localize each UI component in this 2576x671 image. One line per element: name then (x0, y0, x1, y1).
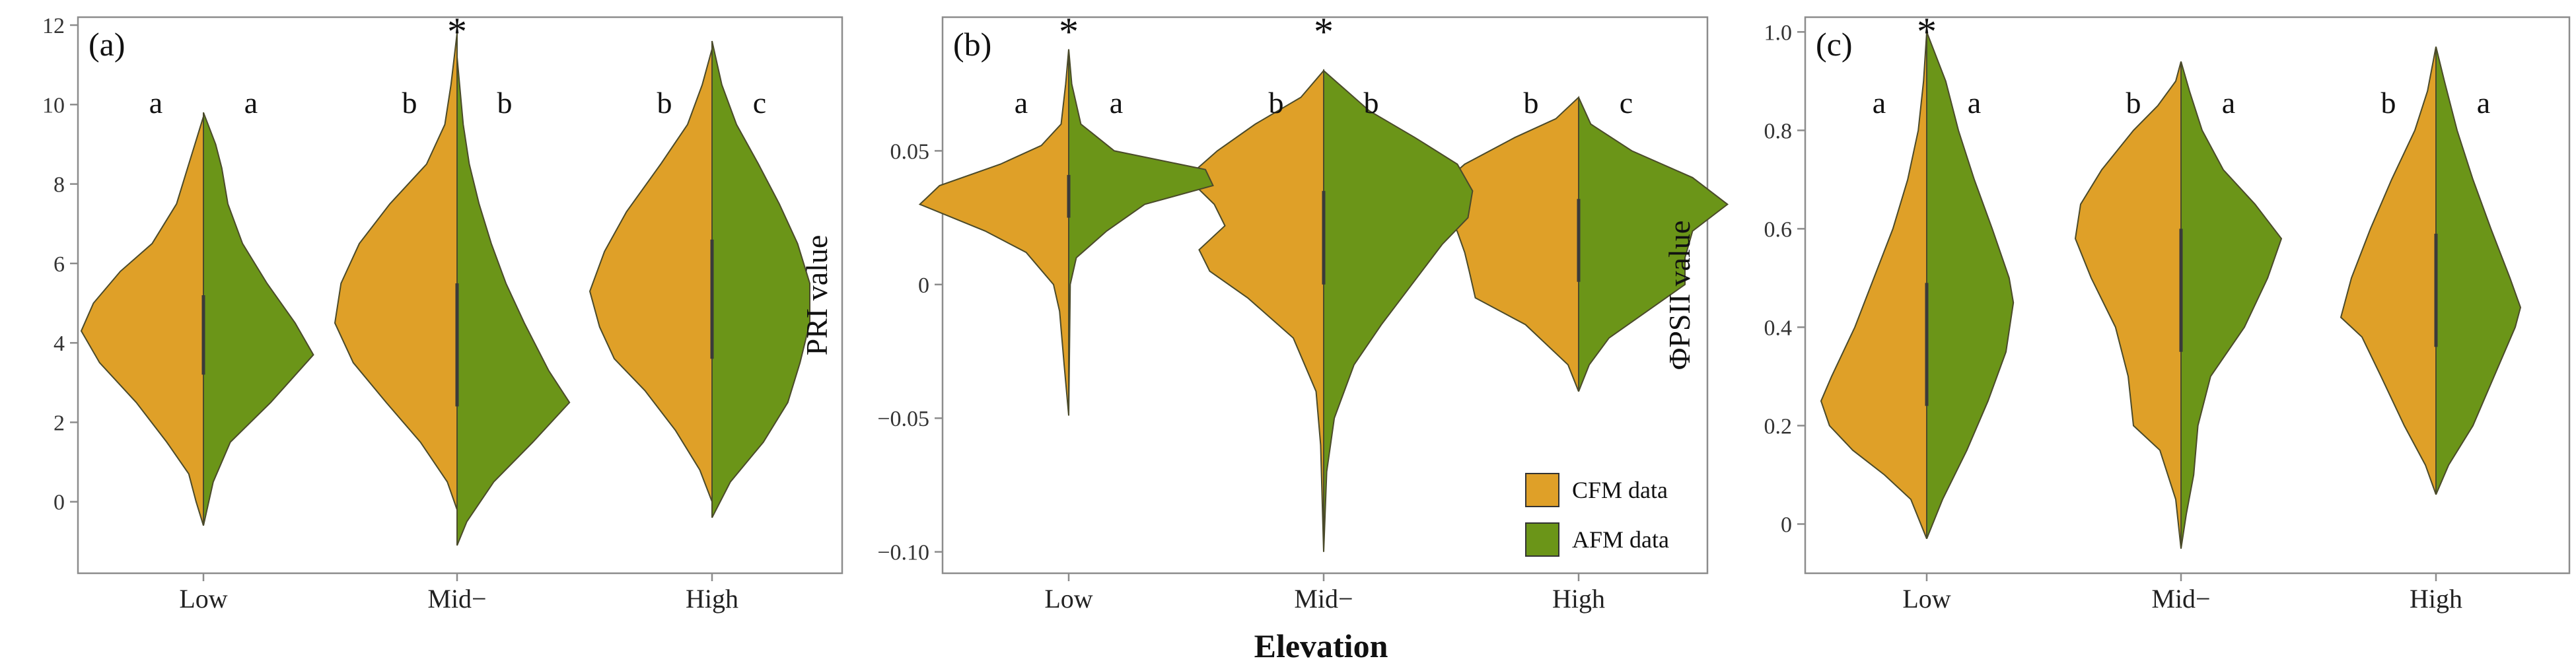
violin-cfm-data-mid (1186, 69, 1324, 552)
y-tick-label: 0.2 (1764, 414, 1793, 439)
significance-letter: c (1620, 86, 1633, 120)
violin-cfm-data-high (1433, 96, 1579, 392)
y-tick-label: 4 (54, 332, 65, 356)
violin-afm-data-high (1578, 96, 1729, 392)
violin-afm-data-low (203, 112, 314, 526)
x-tick-label-mid: Mid− (1294, 584, 1353, 614)
x-tick-label-mid: Mid− (2151, 584, 2210, 614)
significance-letter: b (2381, 86, 2396, 120)
significance-letter: a (149, 86, 162, 120)
y-tick-label: 8 (54, 173, 65, 197)
plot-frame (77, 16, 843, 575)
violin-afm-data-mid (1323, 69, 1474, 552)
significance-star: * (1314, 10, 1334, 53)
significance-letter: a (2222, 86, 2235, 120)
x-tick-label-low: Low (1044, 584, 1092, 614)
y-tick-label: 10 (42, 93, 65, 118)
violin-cfm-data-low (918, 49, 1069, 416)
plot-frame (941, 16, 1709, 575)
y-tick-label: 0 (918, 273, 929, 298)
significance-letter: b (1364, 86, 1379, 120)
y-tick-label: 0.05 (890, 139, 930, 164)
y-axis-label: ΦPSII value (1663, 221, 1696, 371)
y-tick-label: 0.8 (1764, 119, 1793, 143)
significance-star: * (1917, 10, 1937, 53)
significance-letter: b (657, 86, 672, 120)
significance-star: * (1059, 10, 1079, 53)
x-tick-label-low: Low (179, 584, 227, 614)
x-tick-label-high: High (1552, 584, 1605, 614)
x-axis-label: Elevation (1254, 627, 1388, 664)
x-tick-label-high: High (686, 584, 738, 614)
violin-afm-data-low (1926, 32, 2015, 540)
x-tick-label-mid: Mid− (427, 584, 486, 614)
violin-afm-data-high (711, 40, 810, 518)
significance-letter: a (1873, 86, 1886, 120)
significance-letter: b (1269, 86, 1284, 120)
y-tick-label: 1.0 (1764, 20, 1793, 45)
y-tick-label: 6 (54, 252, 65, 277)
legend-swatch-afm-data (1525, 522, 1559, 557)
x-tick-label-low: Low (1902, 584, 1950, 614)
y-tick-label: 0 (54, 491, 65, 515)
panel-label: (a) (89, 26, 125, 63)
violin-cfm-data-high (589, 48, 713, 503)
significance-letter: a (244, 86, 258, 120)
significance-star: * (447, 10, 467, 53)
panel-c: 0 0.2 0.4 0.6 0.8 1.0 Low Mid− High ΦPSII value (c… (1663, 10, 2571, 614)
violin-afm-data-low (1068, 49, 1214, 416)
y-tick-label: 0.4 (1764, 316, 1793, 340)
significance-letter: a (1015, 86, 1028, 120)
y-tick-label: −0.05 (877, 407, 929, 431)
significance-letter: a (1110, 86, 1123, 120)
significance-letter: a (2477, 86, 2490, 120)
significance-letter: b (1524, 86, 1539, 120)
significance-letter: b (402, 86, 417, 120)
legend-label-cfm-data: CFM data (1572, 477, 1668, 503)
violin-cfm-data-mid (334, 32, 458, 511)
legend-swatch-cfm-data (1525, 473, 1559, 507)
legend-label-afm-data: AFM data (1572, 526, 1669, 553)
y-tick-label: 12 (42, 14, 65, 38)
significance-letter: b (2126, 86, 2141, 120)
y-tick-label: −0.10 (877, 541, 929, 565)
significance-letter: c (753, 86, 766, 120)
violin-afm-data-mid (456, 57, 571, 546)
violin-afm-data-mid (2180, 61, 2283, 549)
y-tick-label: 0 (1781, 512, 1792, 537)
plot-frame (1804, 16, 2571, 575)
panel-b: −0.10 −0.05 0 0.05 Low Mid− High PRI value (b) a b… (800, 10, 1729, 614)
x-tick-label-high: High (2410, 584, 2462, 614)
violin-cfm-data-low (1820, 32, 1927, 540)
violin-afm-data-high (2435, 46, 2522, 495)
y-axis-label: PRI value (800, 235, 834, 356)
legend: CFM data AFM data (1525, 473, 1669, 557)
significance-letter: a (1968, 86, 1981, 120)
panel-label: (b) (953, 26, 991, 63)
significance-letter: b (497, 86, 513, 120)
y-tick-label: 0.6 (1764, 217, 1793, 242)
violin-cfm-data-high (2340, 46, 2437, 495)
violin-cfm-data-low (80, 116, 204, 526)
panel-label: (c) (1816, 26, 1853, 63)
y-tick-label: 2 (54, 411, 65, 435)
violin-cfm-data-mid (2074, 61, 2182, 549)
